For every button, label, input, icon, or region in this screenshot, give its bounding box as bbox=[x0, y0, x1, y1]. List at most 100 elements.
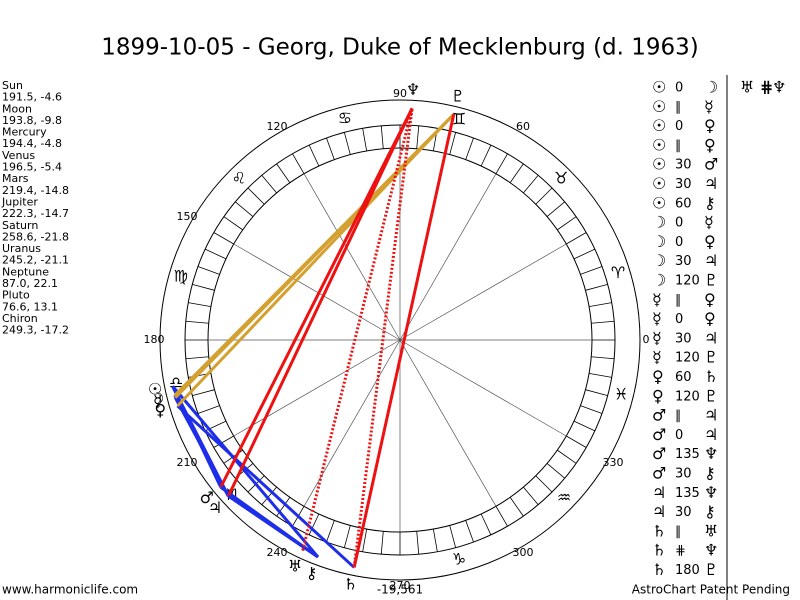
aspect-a: ☿ bbox=[652, 290, 662, 309]
aspect-b: ☿ bbox=[704, 213, 714, 232]
planet-glyph: ♂ bbox=[200, 488, 214, 507]
aspect-a: ♀ bbox=[652, 367, 664, 386]
planet-name: Pluto bbox=[2, 289, 30, 302]
ring-tick bbox=[523, 175, 539, 194]
planet-name: Venus bbox=[2, 149, 35, 162]
sign-glyph: ♓ bbox=[614, 385, 628, 404]
ring-tick bbox=[495, 153, 508, 174]
aspect-a: ♂ bbox=[652, 444, 666, 463]
planet-name: Uranus bbox=[2, 242, 41, 255]
aspect-b: ♇ bbox=[704, 348, 718, 367]
sign-glyph: ♒ bbox=[557, 488, 571, 507]
aspect-a: ♄ bbox=[652, 560, 666, 579]
aspect-type: ∥ bbox=[675, 293, 682, 308]
aspect-type: 30 bbox=[675, 177, 692, 192]
ring-tick bbox=[509, 163, 524, 183]
sign-glyph: ♑ bbox=[452, 550, 466, 569]
ring-tick bbox=[235, 201, 254, 217]
ring-tick bbox=[580, 405, 603, 414]
aspect-type: 0 bbox=[675, 81, 683, 96]
aspect-type: 60 bbox=[675, 370, 692, 385]
spoke bbox=[399, 243, 567, 341]
aspect-type: 180 bbox=[675, 563, 700, 578]
planet-coords: 193.8, -9.8 bbox=[2, 114, 62, 127]
sign-glyph: ♊ bbox=[452, 109, 466, 128]
ring-tick bbox=[188, 302, 211, 308]
aspect-a: ☉ bbox=[652, 97, 666, 116]
aspect-b: ♀ bbox=[704, 116, 716, 135]
ring-tick bbox=[308, 513, 320, 536]
ring-tick bbox=[573, 420, 596, 432]
footer-center: -19,561 bbox=[377, 583, 423, 597]
aspect-type: 120 bbox=[675, 389, 700, 404]
planet-coords: 76.6, 13.1 bbox=[2, 300, 58, 313]
aspect-type: 60 bbox=[675, 196, 692, 211]
planet-glyph: ☉ bbox=[148, 379, 162, 398]
aspect-a: ☿ bbox=[652, 348, 662, 367]
planet-coords: 258.6, -21.8 bbox=[2, 230, 69, 243]
aspect-line bbox=[227, 494, 319, 559]
ring-tick bbox=[535, 187, 553, 205]
aspect-type: 0 bbox=[675, 312, 683, 327]
ring-tick bbox=[192, 283, 215, 291]
ring-tick bbox=[585, 283, 608, 291]
aspect-b: ♇ bbox=[704, 386, 718, 405]
aspect-line bbox=[176, 404, 356, 569]
chart-title: 1899-10-05 - Georg, Duke of Mecklenburg … bbox=[101, 35, 699, 61]
aspect-b: ♄ bbox=[704, 367, 718, 386]
planet-glyph: ☿ bbox=[153, 392, 163, 411]
ring-tick bbox=[589, 302, 612, 308]
aspect-b: ♃ bbox=[704, 406, 718, 425]
aspect-b: ☿ bbox=[704, 97, 714, 116]
ring-tick bbox=[213, 232, 234, 245]
planet-glyph: ☽ bbox=[150, 389, 164, 408]
planet-glyph: ♆ bbox=[406, 80, 420, 99]
ring-tick bbox=[591, 356, 615, 360]
ring-tick bbox=[380, 531, 384, 555]
degree-label: 0 bbox=[643, 333, 650, 346]
aspect-type: 0 bbox=[675, 428, 683, 443]
top-aspect-a: ♅ bbox=[740, 78, 754, 97]
planet-name: Mars bbox=[2, 172, 29, 185]
aspect-b: ♂ bbox=[704, 155, 718, 174]
aspect-b: ⚷ bbox=[704, 464, 716, 483]
planet-coords: 191.5, -4.6 bbox=[2, 91, 62, 104]
degree-label: 120 bbox=[267, 120, 288, 133]
ring-tick bbox=[465, 520, 474, 543]
aspect-a: ☉ bbox=[652, 193, 666, 212]
ring-tick bbox=[523, 486, 539, 505]
ring-tick bbox=[566, 232, 587, 245]
aspect-a: ♄ bbox=[652, 541, 666, 560]
planet-coords: 249.3, -17.2 bbox=[2, 324, 69, 337]
ring-tick bbox=[326, 520, 335, 543]
ring-tick bbox=[308, 144, 320, 167]
aspect-line bbox=[173, 396, 230, 497]
footer-left: www.harmoniclife.com bbox=[2, 583, 138, 597]
aspect-type: ∥ bbox=[675, 100, 682, 115]
ring-tick bbox=[573, 248, 596, 260]
ring-tick bbox=[535, 475, 553, 493]
aspect-a: ☿ bbox=[652, 309, 662, 328]
ring-tick bbox=[557, 216, 577, 231]
aspect-line bbox=[352, 108, 414, 568]
aspect-b: ♆ bbox=[704, 541, 718, 560]
ring-tick bbox=[247, 187, 265, 205]
aspect-line bbox=[171, 385, 320, 558]
ring-tick bbox=[566, 435, 587, 448]
aspect-type: 30 bbox=[675, 331, 692, 346]
ring-tick bbox=[197, 266, 220, 275]
ring-tick bbox=[416, 125, 420, 149]
ring-tick bbox=[465, 137, 474, 160]
aspect-b: ♆ bbox=[704, 483, 718, 502]
aspect-type: 30 bbox=[675, 254, 692, 269]
footer-right: AstroChart Patent Pending bbox=[632, 583, 790, 597]
ring-tick bbox=[343, 525, 351, 548]
outer-circle bbox=[159, 99, 641, 581]
aspect-a: ☽ bbox=[652, 271, 666, 290]
aspect-type: 120 bbox=[675, 351, 700, 366]
aspect-b: ♃ bbox=[704, 174, 718, 193]
ring-tick bbox=[480, 513, 492, 536]
aspect-a: ♂ bbox=[652, 425, 666, 444]
degree-label: 90 bbox=[393, 87, 407, 100]
planet-glyph: ♄ bbox=[343, 575, 357, 594]
